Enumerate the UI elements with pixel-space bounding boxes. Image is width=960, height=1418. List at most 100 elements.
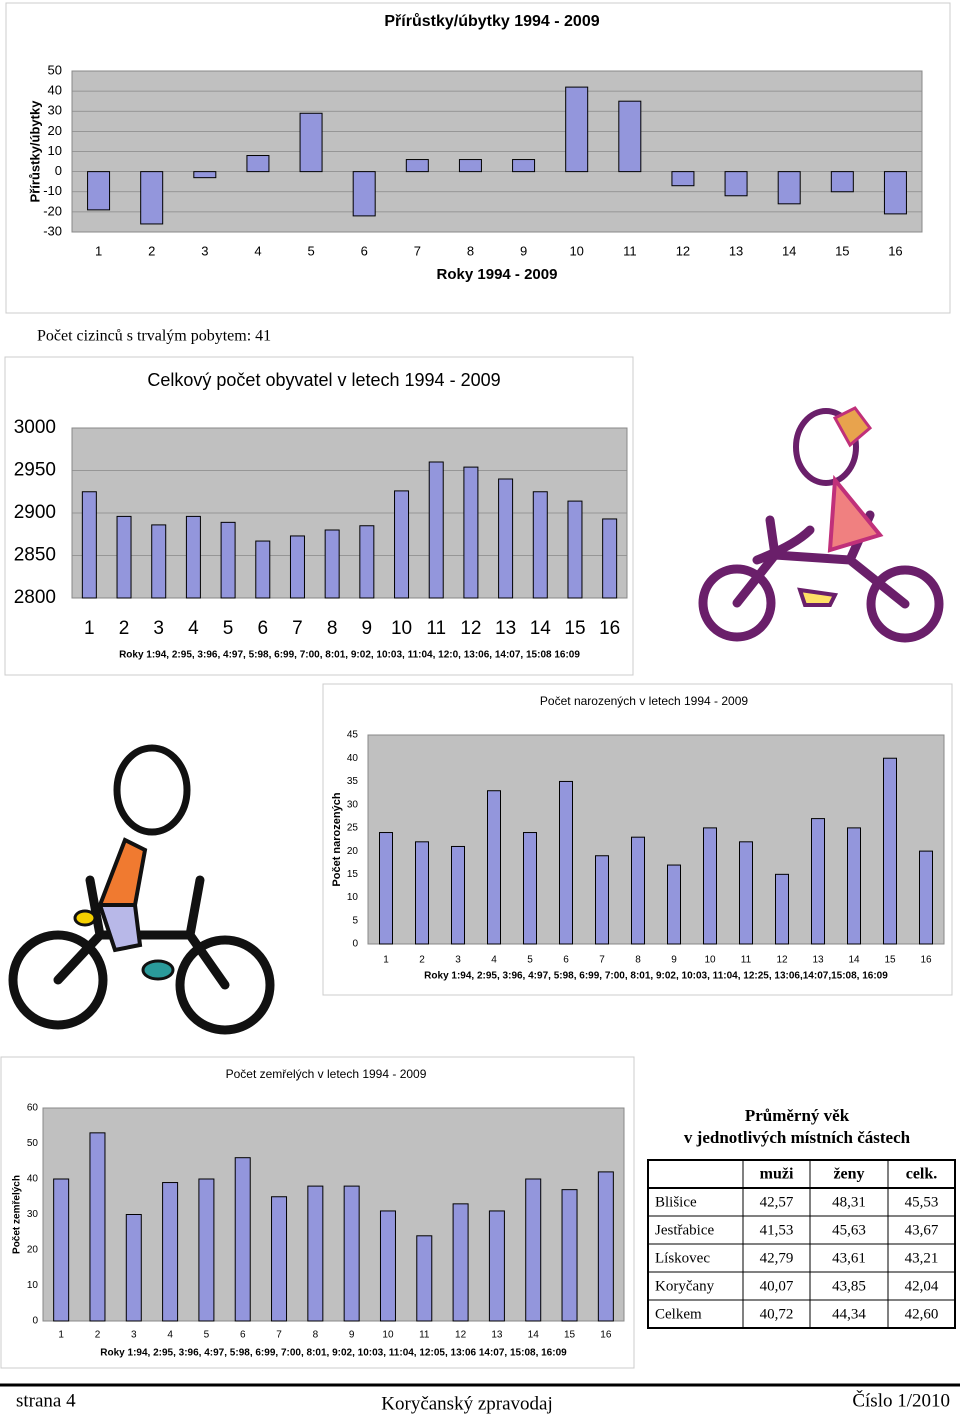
y-tick-label: 0 [32,1316,38,1327]
table-cell: 40,72 [760,1306,794,1322]
bar [81,491,97,599]
table-cell: 43,67 [905,1222,939,1238]
x-tick-label: 9 [671,955,677,966]
y-tick-label: 50 [48,62,62,77]
x-axis-title: Roky 1994 - 2009 [437,266,558,283]
table-cell: 45,53 [905,1194,939,1210]
y-tick-label: -20 [43,203,62,218]
table-cell: 42,79 [760,1250,794,1266]
illustration-girl [698,406,944,643]
table-row-label: Celkem [655,1306,702,1322]
table-cell: 42,60 [905,1306,939,1322]
x-tick-label: 8 [313,1330,319,1341]
table-header: celk. [906,1166,938,1183]
note: Počet cizinců s trvalým pobytem: 41 [37,328,271,345]
x-tick-label: 14 [848,955,860,966]
table-cell: 42,57 [760,1194,794,1210]
bar [597,1171,614,1322]
x-axis-title: Roky 1:94, 2:95, 3:96, 4:97, 5:98, 6:99,… [119,650,580,661]
x-tick-label: 12 [460,618,481,639]
table: muži ženy celk. Blišice 42,57 48,31 45,53 Jestř… [647,1159,956,1329]
x-tick-label: 4 [491,955,497,966]
y-tick-label: 2950 [14,460,56,481]
x-tick-label: 4 [254,243,261,258]
x-tick-label: 5 [307,243,314,258]
x-tick-label: 2 [95,1330,101,1341]
bar [162,1182,179,1322]
y-tick-label: 30 [48,103,62,118]
bar [618,100,642,173]
x-tick-label: 5 [204,1330,210,1341]
y-tick-label: 30 [27,1209,39,1220]
y-axis-title: Počet narozených [331,792,343,886]
x-tick-label: 1 [383,955,389,966]
bar [487,790,501,945]
x-tick-label: 13 [812,955,824,966]
bar [359,525,375,599]
x-tick-label: 15 [884,955,896,966]
y-tick-label: 0 [352,939,358,950]
x-tick-label: 10 [382,1330,394,1341]
bar [193,171,217,179]
x-tick-label: 7 [276,1330,282,1341]
bar [883,171,907,215]
bar [830,171,854,193]
bar [405,159,429,173]
x-tick-label: 1 [58,1330,64,1341]
x-tick-label: 8 [635,955,641,966]
x-tick-label: 3 [153,618,164,639]
bar [87,171,111,211]
bar [53,1178,70,1322]
table-row-label: Lískovec [655,1250,710,1266]
x-tick-label: 10 [391,618,412,639]
x-tick-label: 16 [600,1330,612,1341]
bar [631,836,645,945]
bar [883,757,897,945]
x-tick-label: 3 [455,955,461,966]
footer-page: strana 4 [16,1390,76,1411]
y-tick-label: 35 [347,776,359,787]
y-tick-label: 3000 [14,417,56,438]
x-tick-label: 16 [599,618,620,639]
table-cell: 43,85 [832,1278,866,1294]
bar [458,159,482,173]
bar [559,780,573,945]
bar [151,524,167,599]
bar [602,518,618,599]
bar [379,832,393,945]
bar [299,112,323,173]
x-tick-label: 15 [564,618,585,639]
bar [498,478,514,599]
table-cell: 40,07 [760,1278,794,1294]
x-tick-label: 5 [223,618,234,639]
x-tick-label: 10 [704,955,716,966]
x-axis-title: Roky 1:94, 2:95, 3:96, 4:97, 5:98, 6:99,… [100,1348,567,1359]
bar [775,873,789,945]
bar [428,461,444,599]
table-cell: 48,31 [832,1194,866,1210]
x-tick-label: 2 [119,618,130,639]
bar [595,855,609,945]
x-tick-label: 9 [349,1330,355,1341]
x-tick-label: 13 [495,618,516,639]
table-cell: 43,61 [832,1250,866,1266]
y-tick-label: 2800 [14,587,56,608]
bar [451,845,465,945]
table-cell: 44,34 [832,1306,866,1322]
y-tick-label: 10 [27,1280,39,1291]
x-tick-label: 2 [148,243,155,258]
x-tick-label: 15 [835,243,849,258]
bar [777,171,801,205]
x-tick-label: 7 [292,618,303,639]
y-tick-label: 45 [347,730,359,741]
x-tick-label: 11 [419,1330,430,1341]
y-tick-label: 15 [347,869,359,880]
bar [463,466,479,599]
table-title: Průměrný věk [745,1106,850,1125]
x-tick-label: 6 [257,618,268,639]
x-tick-label: 12 [676,243,690,258]
y-tick-label: 10 [347,892,359,903]
table-title: v jednotlivých místních částech [684,1128,911,1147]
table-header: muži [760,1166,794,1183]
